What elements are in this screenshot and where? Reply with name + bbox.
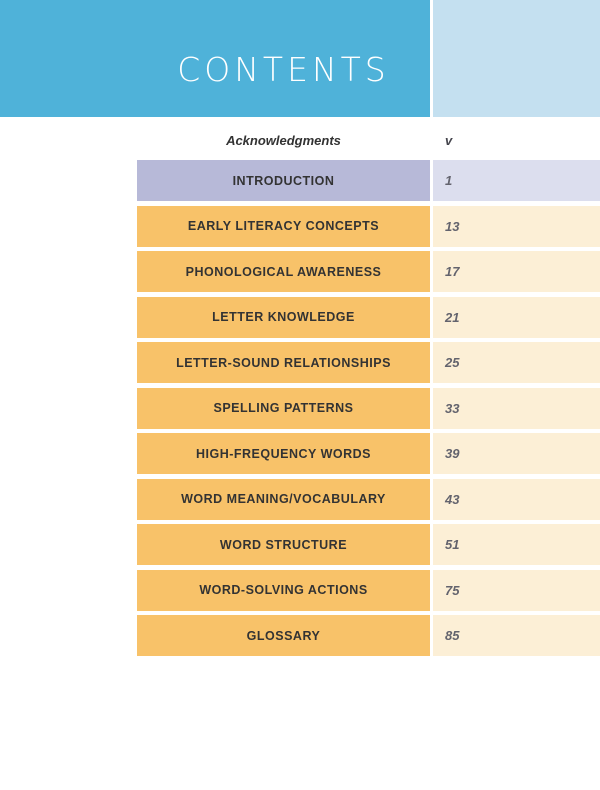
toc-entry-page-number: 43 <box>433 478 600 520</box>
toc-entry-label: LETTER KNOWLEDGE <box>137 296 430 338</box>
toc-row-early-literacy-concepts: EARLY LITERACY CONCEPTS 13 <box>137 205 600 247</box>
toc-entry-page-number: 51 <box>433 524 600 565</box>
toc-entry-page-number: 13 <box>433 205 600 247</box>
toc-row-letter-sound-relationships: LETTER-SOUND RELATIONSHIPS 25 <box>137 342 600 383</box>
frontmatter-label: Acknowledgments <box>226 132 341 148</box>
toc-entry-page-number: 75 <box>433 569 600 611</box>
toc-row-phonological-awareness: PHONOLOGICAL AWARENESS 17 <box>137 251 600 292</box>
toc-entry-page-number: 25 <box>433 342 600 383</box>
toc-row-introduction: INTRODUCTION 1 <box>137 160 600 201</box>
toc-entry-label: SPELLING PATTERNS <box>137 387 430 429</box>
toc-row-glossary: GLOSSARY 85 <box>137 615 600 656</box>
toc-entry-page-number: 39 <box>433 433 600 474</box>
toc-entry-label: EARLY LITERACY CONCEPTS <box>137 205 430 247</box>
toc-row-high-frequency-words: HIGH-FREQUENCY WORDS 39 <box>137 433 600 474</box>
page-title: CONTENTS <box>177 50 390 89</box>
toc-entry-page-number: 1 <box>433 160 600 201</box>
toc-entry-label: WORD MEANING/VOCABULARY <box>137 478 430 520</box>
toc-row-spelling-patterns: SPELLING PATTERNS 33 <box>137 387 600 429</box>
toc-entry-label: INTRODUCTION <box>137 160 430 201</box>
toc-entry-label: LETTER-SOUND RELATIONSHIPS <box>137 342 430 383</box>
toc-row-letter-knowledge: LETTER KNOWLEDGE 21 <box>137 296 600 338</box>
toc-row-word-meaning-vocabulary: WORD MEANING/VOCABULARY 43 <box>137 478 600 520</box>
frontmatter-page-number: v <box>445 132 453 148</box>
frontmatter-row: Acknowledgments v <box>137 131 600 149</box>
toc-entry-label: WORD-SOLVING ACTIONS <box>137 569 430 611</box>
toc-entry-page-number: 33 <box>433 387 600 429</box>
toc-entry-label: GLOSSARY <box>137 615 430 656</box>
toc-entry-label: WORD STRUCTURE <box>137 524 430 565</box>
toc-entry-page-number: 21 <box>433 296 600 338</box>
toc-entry-label: PHONOLOGICAL AWARENESS <box>137 251 430 292</box>
toc-row-word-solving-actions: WORD-SOLVING ACTIONS 75 <box>137 569 600 611</box>
toc-entry-page-number: 17 <box>433 251 600 292</box>
header-band <box>0 0 430 117</box>
toc-entry-label: HIGH-FREQUENCY WORDS <box>137 433 430 474</box>
table-of-contents: INTRODUCTION 1 EARLY LITERACY CONCEPTS 1… <box>137 160 600 656</box>
toc-row-word-structure: WORD STRUCTURE 51 <box>137 524 600 565</box>
header-side-box <box>433 0 600 117</box>
toc-entry-page-number: 85 <box>433 615 600 656</box>
